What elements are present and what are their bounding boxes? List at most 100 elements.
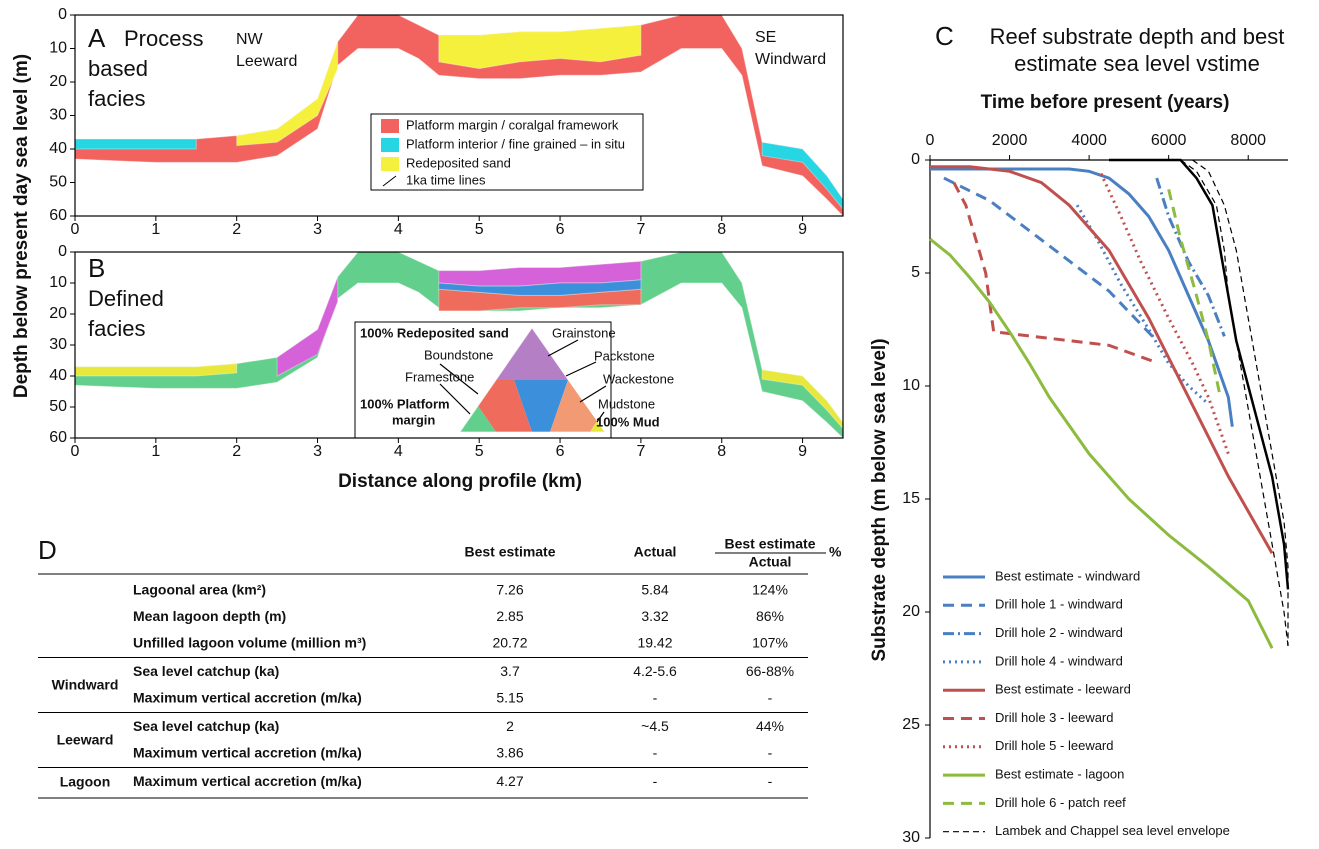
legend-label: Redeposited sand xyxy=(406,155,511,170)
ternary-label: margin xyxy=(392,412,435,427)
legend-label: Drill hole 1 - windward xyxy=(995,597,1123,612)
x-tick-label: 9 xyxy=(798,443,807,460)
legend-swatch xyxy=(381,157,399,171)
ternary-outline xyxy=(459,327,606,433)
y-tick-label: 40 xyxy=(49,367,67,384)
table-cell: 86% xyxy=(756,608,784,624)
ternary-mudstone xyxy=(590,421,605,432)
panel-title: Process xyxy=(124,26,203,51)
ternary-boundstone xyxy=(478,380,532,432)
y-tick-label: 0 xyxy=(58,243,67,260)
annotation: SE xyxy=(755,29,776,46)
x-tick-label: 2000 xyxy=(992,132,1028,149)
x-tick-label: 6 xyxy=(556,443,565,460)
table-cell: 5.15 xyxy=(496,690,523,706)
legend-label: Drill hole 3 - leeward xyxy=(995,710,1114,725)
data-line xyxy=(1099,172,1230,455)
row-group: Lagoon xyxy=(60,773,111,789)
panel-label: A xyxy=(88,23,106,53)
y-tick-label: 20 xyxy=(902,603,920,620)
x-tick-label: 2 xyxy=(232,221,241,238)
x-axis-label: Distance along profile (km) xyxy=(338,471,582,492)
x-tick-label: 6 xyxy=(556,221,565,238)
ternary xyxy=(439,327,607,433)
table-cell: - xyxy=(653,745,658,761)
x-tick-label: 0 xyxy=(71,443,80,460)
table-header: Best estimate xyxy=(464,544,555,560)
ternary-framestone xyxy=(460,406,496,432)
row-label: Maximum vertical accretion (m/ka) xyxy=(133,690,362,706)
row-label: Sea level catchup (ka) xyxy=(133,663,279,679)
facies-area xyxy=(438,24,642,70)
y-tick-label: 0 xyxy=(911,151,920,168)
y-tick-label: 5 xyxy=(911,264,920,281)
ternary-arrows xyxy=(439,339,607,423)
table-cell: 44% xyxy=(756,718,784,734)
y-tick-label: 30 xyxy=(49,336,67,353)
legend-label: Platform interior / fine grained – in si… xyxy=(406,136,625,151)
row-label: Sea level catchup (ka) xyxy=(133,718,279,734)
table-cell: - xyxy=(653,690,658,706)
legend-label: Drill hole 4 - windward xyxy=(995,653,1123,668)
facies-area xyxy=(438,279,642,296)
facies-area xyxy=(74,138,197,150)
panel-title: facies xyxy=(88,86,145,111)
x-axis-label: Time before present (years) xyxy=(981,92,1230,113)
ternary-label: Mudstone xyxy=(598,396,655,411)
x-tick-label: 3 xyxy=(313,221,322,238)
data-line xyxy=(930,165,1274,554)
y-tick-label: 30 xyxy=(902,829,920,844)
ternary-label: Packstone xyxy=(594,348,655,363)
row-group: Leeward xyxy=(57,732,114,748)
y-axis-label: Depth below present day sea level (m) xyxy=(11,54,32,398)
legend-timeline xyxy=(382,175,397,187)
row-group: Windward xyxy=(52,677,119,693)
y-tick-label: 0 xyxy=(58,6,67,23)
table-cell: 2 xyxy=(506,718,514,734)
y-tick-label: 40 xyxy=(49,140,67,157)
panel-title: based xyxy=(88,56,148,81)
table-cell: 2.85 xyxy=(496,608,523,624)
row-label: Maximum vertical accretion (m/ka) xyxy=(133,745,362,761)
ternary-label: Wackestone xyxy=(603,371,674,386)
panel-title: Reef substrate depth and best xyxy=(990,24,1285,49)
x-tick-label: 4 xyxy=(394,443,403,460)
table-cell: 124% xyxy=(752,582,788,598)
table-cell: 3.86 xyxy=(496,745,523,761)
facies-area xyxy=(276,276,339,377)
table-cell: 66-88% xyxy=(746,663,794,679)
x-tick-label: 8000 xyxy=(1230,132,1266,149)
y-tick-label: 50 xyxy=(49,398,67,415)
row-label: Mean lagoon depth (m) xyxy=(133,608,286,624)
row-label: Unfilled lagoon volume (million m³) xyxy=(133,635,366,651)
legend-box xyxy=(370,113,644,191)
data-line xyxy=(1192,159,1289,646)
data-line xyxy=(952,181,1154,363)
legend-label: 1ka time lines xyxy=(406,172,486,187)
y-tick-label: 25 xyxy=(902,716,920,733)
table-cell: 3.7 xyxy=(500,663,520,679)
table-cell: 4.2-5.6 xyxy=(633,663,677,679)
table-cell: 7.26 xyxy=(496,582,523,598)
data-line xyxy=(1109,158,1290,590)
ternary-label: 100% Mud xyxy=(596,414,660,429)
annotation: Leeward xyxy=(236,53,297,70)
y-tick-label: 30 xyxy=(49,107,67,124)
y-axis-label: Substrate depth (m below sea level) xyxy=(869,338,890,661)
legend-label: Platform margin / coralgal framework xyxy=(406,117,619,132)
annotation: NW xyxy=(236,31,264,48)
legend-label: Best estimate - windward xyxy=(995,568,1140,583)
legend-label: Lambek and Chappel sea level envelope xyxy=(995,823,1230,838)
x-tick-label: 1 xyxy=(151,443,160,460)
panel-title: Defined xyxy=(88,286,164,311)
table-cell: - xyxy=(768,745,773,761)
y-tick-label: 60 xyxy=(49,207,67,224)
data-line xyxy=(943,176,1158,342)
x-tick-label: 0 xyxy=(71,221,80,238)
legend-label: Drill hole 2 - windward xyxy=(995,625,1123,640)
legend-swatch xyxy=(381,119,399,133)
y-tick-label: 20 xyxy=(49,73,67,90)
data-line xyxy=(1180,159,1289,646)
x-tick-label: 5 xyxy=(475,221,484,238)
